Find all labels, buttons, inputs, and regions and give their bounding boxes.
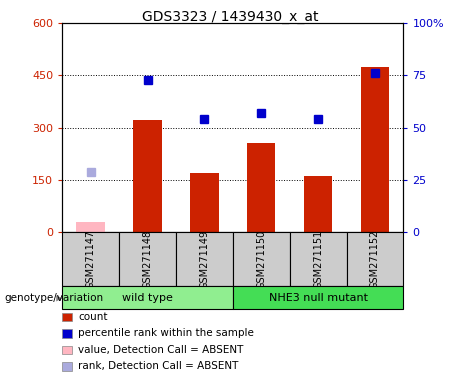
FancyBboxPatch shape xyxy=(119,232,176,286)
FancyBboxPatch shape xyxy=(176,232,233,286)
Text: GDS3323 / 1439430_x_at: GDS3323 / 1439430_x_at xyxy=(142,10,319,23)
Text: GSM271152: GSM271152 xyxy=(370,230,380,289)
Text: genotype/variation: genotype/variation xyxy=(5,293,104,303)
FancyBboxPatch shape xyxy=(233,286,403,309)
FancyBboxPatch shape xyxy=(62,232,119,286)
Text: wild type: wild type xyxy=(122,293,173,303)
Text: count: count xyxy=(78,312,107,322)
FancyBboxPatch shape xyxy=(62,286,233,309)
Bar xyxy=(304,176,332,232)
Text: percentile rank within the sample: percentile rank within the sample xyxy=(78,328,254,338)
Bar xyxy=(77,222,105,232)
Text: GSM271147: GSM271147 xyxy=(86,230,96,289)
Bar xyxy=(247,143,276,232)
Text: GSM271148: GSM271148 xyxy=(142,230,153,289)
FancyBboxPatch shape xyxy=(290,232,347,286)
Bar xyxy=(133,120,162,232)
FancyBboxPatch shape xyxy=(347,232,403,286)
Text: GSM271149: GSM271149 xyxy=(199,230,209,289)
Text: rank, Detection Call = ABSENT: rank, Detection Call = ABSENT xyxy=(78,361,238,371)
Bar xyxy=(190,173,219,232)
Text: NHE3 null mutant: NHE3 null mutant xyxy=(269,293,367,303)
Text: value, Detection Call = ABSENT: value, Detection Call = ABSENT xyxy=(78,345,243,355)
Polygon shape xyxy=(56,295,62,301)
FancyBboxPatch shape xyxy=(233,232,290,286)
Text: GSM271151: GSM271151 xyxy=(313,230,323,289)
Bar xyxy=(361,67,389,232)
Text: GSM271150: GSM271150 xyxy=(256,230,266,289)
